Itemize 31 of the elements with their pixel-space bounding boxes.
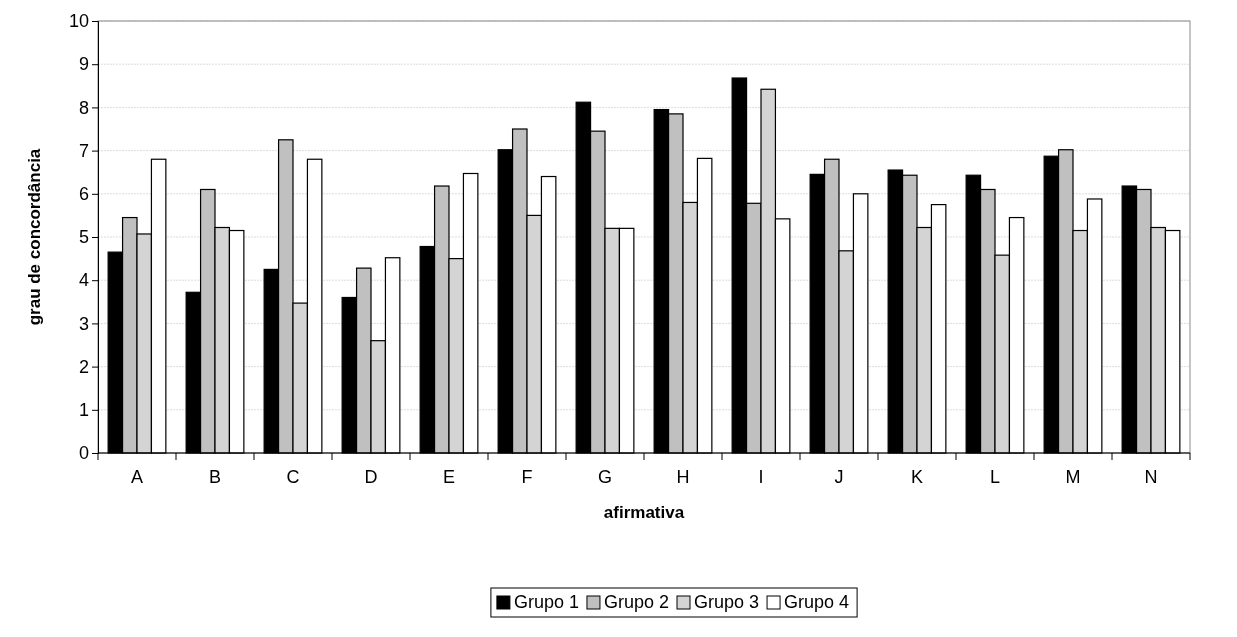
y-tick-label: 7 [78,140,89,161]
x-tick-label: C [286,467,300,487]
x-tick-label: F [521,467,533,487]
x-tick-label: H [676,467,690,487]
x-tick-label: D [364,467,378,487]
y-tick-label: 0 [78,443,89,464]
x-tick-label: K [910,467,924,487]
x-tick-label: N [1144,467,1158,487]
y-tick-label: 5 [78,227,89,248]
x-tick-label: I [758,467,764,487]
y-axis-title: grau de concordância [25,148,44,326]
x-tick-label: G [597,467,613,487]
x-axis-title: afirmativa [603,503,685,522]
legend-label: Grupo 3 [694,592,760,612]
x-tick-label: E [442,467,456,487]
legend-label: Grupo 2 [603,592,669,612]
y-tick-label: 9 [78,54,89,75]
x-tick-label: M [1065,467,1081,487]
x-tick-label: A [130,467,144,487]
y-tick-label: 6 [78,184,89,205]
y-tick-label: 4 [78,270,89,291]
x-tick-label: L [989,467,1001,487]
legend-label: Grupo 4 [784,592,850,612]
y-tick-label: 3 [78,313,89,334]
y-tick-label: 8 [78,97,89,118]
y-tick-label: 1 [78,400,89,421]
x-tick-label: B [208,467,222,487]
legend-label: Grupo 1 [513,592,579,612]
x-tick-label: J [834,467,844,487]
y-tick-label: 10 [68,11,89,32]
y-tick-label: 2 [78,356,89,377]
